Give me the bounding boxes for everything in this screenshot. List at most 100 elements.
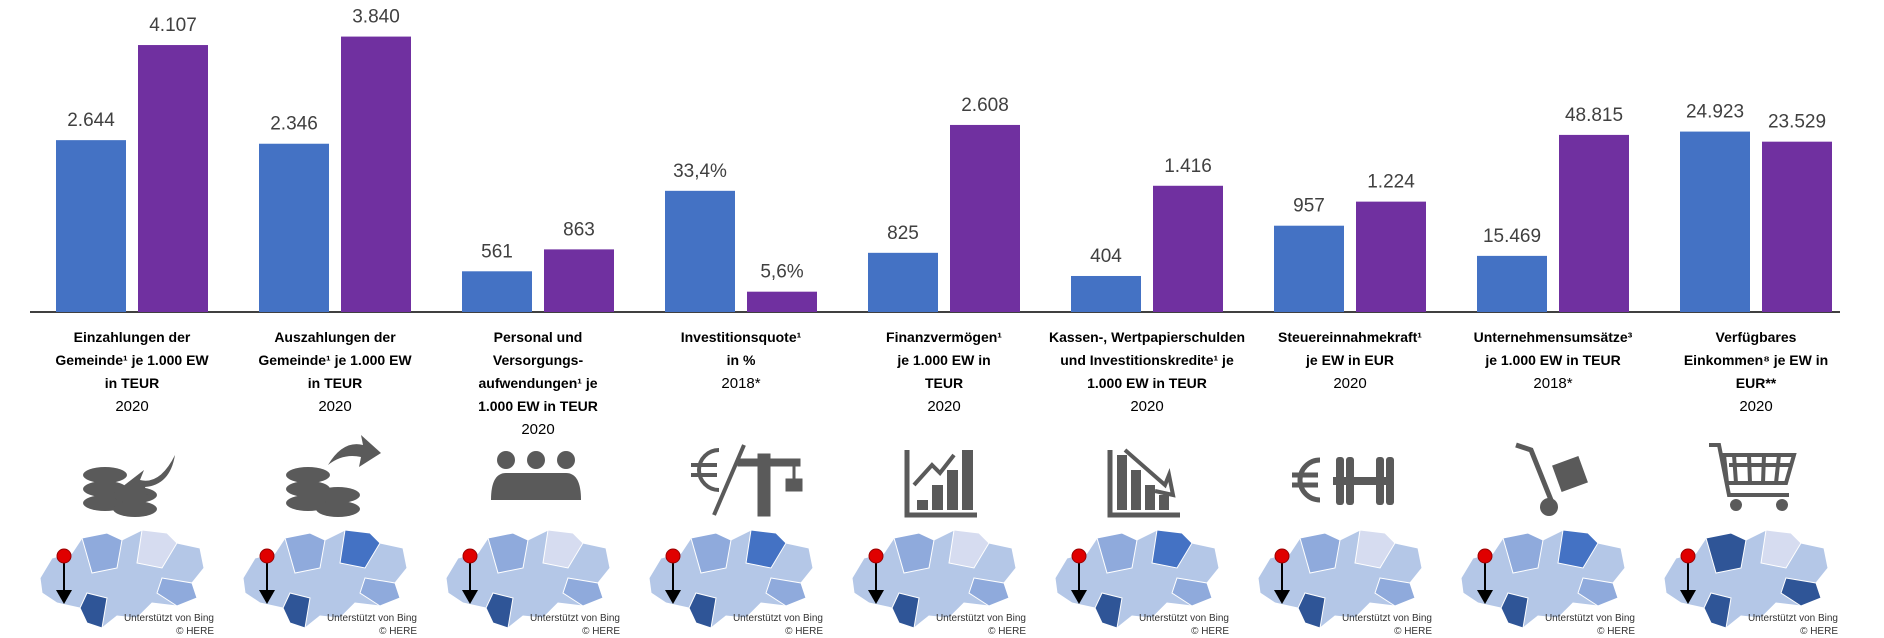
arrow: [328, 435, 381, 467]
map-district: [339, 529, 381, 569]
map-district: [359, 577, 401, 607]
bar: [1762, 141, 1832, 312]
map-district: [282, 592, 311, 629]
map-district: [968, 577, 1010, 607]
map-district: [1171, 577, 1213, 607]
wheel: [1776, 499, 1788, 511]
wheel: [1540, 498, 1558, 516]
map-district: [1354, 529, 1396, 569]
trend: [1123, 448, 1176, 498]
pin-head: [1071, 548, 1087, 564]
map-credit: Unterstützt von Bing: [1545, 613, 1635, 624]
category-label: Investitionsquote¹: [681, 329, 802, 345]
handtruck: [1515, 442, 1554, 501]
year-label: 2018*: [721, 375, 760, 392]
slash: [712, 444, 746, 516]
value-label: 2.346: [270, 114, 318, 135]
value-label: 863: [563, 219, 595, 240]
value-label: 2.644: [67, 110, 115, 131]
category-label: EUR**: [1736, 375, 1777, 391]
pin-arrow: [259, 590, 275, 604]
bar: [544, 249, 614, 312]
icon: [83, 455, 175, 517]
plate: [1346, 457, 1354, 505]
bar: [1356, 201, 1426, 312]
map: [445, 529, 611, 629]
coin: [83, 467, 127, 483]
map-district: [562, 577, 604, 607]
map-district: [1780, 577, 1822, 607]
bar: [138, 45, 208, 313]
category-label: in TEUR: [308, 375, 362, 391]
value-label: 5,6%: [760, 262, 803, 283]
value-label: 1.416: [1164, 156, 1212, 177]
map-credit: © HERE: [1597, 626, 1635, 637]
head: [527, 451, 545, 469]
table: [491, 473, 581, 500]
pin-arrow: [1274, 590, 1290, 604]
map-credit: © HERE: [176, 626, 214, 637]
map-district: [1374, 577, 1416, 607]
map-district: [136, 529, 178, 569]
pin-arrow: [1477, 590, 1493, 604]
box: [1552, 456, 1588, 492]
map-district: [1577, 577, 1619, 607]
trend: [912, 453, 956, 487]
category-label: Einzahlungen der: [74, 329, 191, 345]
icon: [286, 435, 381, 517]
category-label: und Investitionskredite¹ je: [1060, 352, 1234, 368]
head: [557, 451, 575, 469]
map: [39, 529, 205, 629]
year-label: 2020: [1130, 398, 1163, 415]
map-district: [1297, 592, 1326, 629]
euro: [691, 448, 720, 492]
category-label: Einkommen⁸ je EW in: [1684, 352, 1828, 368]
pin-arrow: [665, 590, 681, 604]
map-credit: Unterstützt von Bing: [1342, 613, 1432, 624]
map-credit: Unterstützt von Bing: [1748, 613, 1838, 624]
map-district: [1299, 532, 1341, 574]
map-credit: © HERE: [1191, 626, 1229, 637]
bar-icon: [962, 450, 973, 510]
frame: [1107, 450, 1180, 518]
pin-head: [1274, 548, 1290, 564]
category-label: Personal und: [494, 329, 583, 345]
bar-icon: [947, 470, 958, 510]
coin: [316, 487, 360, 503]
map-district: [1094, 592, 1123, 629]
year-label: 2020: [521, 421, 554, 438]
year-label: 2020: [115, 398, 148, 415]
map-district: [542, 529, 584, 569]
bar: [1559, 134, 1629, 312]
icon: [491, 451, 581, 500]
bar: [56, 140, 126, 312]
category-label: Gemeinde¹ je 1.000 EW: [55, 352, 209, 368]
pin-arrow: [1680, 590, 1696, 604]
map-district: [1096, 532, 1138, 574]
category-label: je 1.000 EW in: [896, 352, 990, 368]
pin-head: [1680, 548, 1696, 564]
bar: [1477, 255, 1547, 312]
category-label: aufwendungen¹ je: [479, 375, 598, 391]
value-label: 33,4%: [673, 161, 727, 182]
map-credit: Unterstützt von Bing: [327, 613, 417, 624]
bar: [950, 124, 1020, 312]
map-district: [1557, 529, 1599, 569]
pin-head: [665, 548, 681, 564]
value-label: 15.469: [1483, 226, 1541, 247]
map-credit: © HERE: [1394, 626, 1432, 637]
icon: [1515, 442, 1588, 516]
map: [851, 529, 1017, 629]
map-district: [81, 532, 123, 574]
icon: [1709, 443, 1797, 511]
category-label: in %: [727, 352, 756, 368]
value-label: 24.923: [1686, 102, 1744, 123]
map-credit: Unterstützt von Bing: [1139, 613, 1229, 624]
map: [1054, 529, 1220, 629]
map: [648, 529, 814, 629]
wheel: [1730, 499, 1742, 511]
bar-icon: [917, 500, 928, 510]
bar: [665, 190, 735, 312]
value-label: 48.815: [1565, 105, 1623, 126]
